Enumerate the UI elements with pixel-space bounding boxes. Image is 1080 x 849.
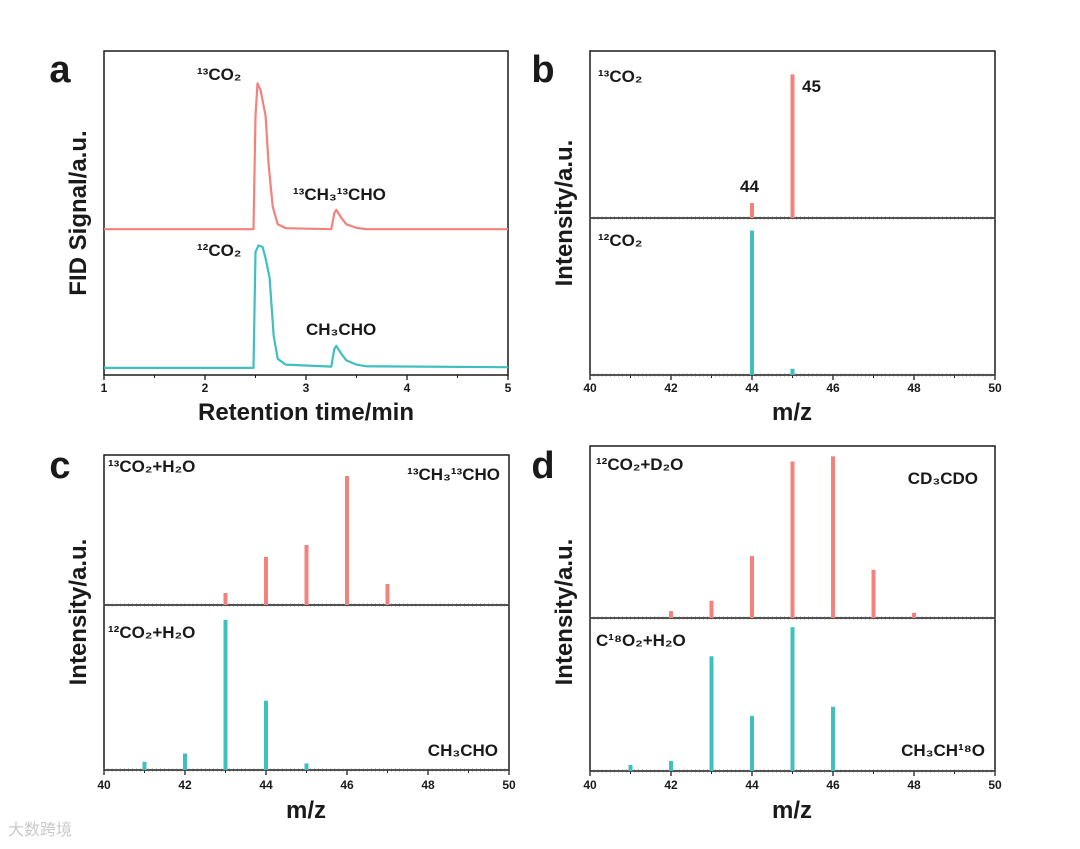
x-tick-label: 44 [745,778,759,792]
annotation-label: ¹²CO₂+H₂O [108,623,195,642]
bar-red-mz-48 [912,612,916,618]
plot-frame [103,454,510,771]
panel-letter-d: d [531,445,554,487]
annotation-label: CD₃CDO [908,469,978,488]
bar-red-mz-47 [871,569,876,618]
x-axis-label: m/z [286,797,326,824]
panel-letter-a: a [49,49,71,91]
annotation-label: ¹³CO₂+H₂O [108,457,195,476]
annotation-label: ¹²CO₂+D₂O [596,455,683,474]
x-tick-label: 42 [664,381,678,395]
x-tick-label: 44 [745,381,759,395]
bar-red-mz-44 [264,557,268,605]
bar-teal-mz-46 [831,706,835,771]
series-line-red [104,82,508,231]
annotation-label: 45 [802,77,821,96]
x-tick-label: 40 [583,381,597,395]
y-axis-label: Intensity/a.u. [65,539,92,686]
annotation-label: 44 [740,177,759,196]
x-tick-label: 40 [97,778,111,792]
annotation-label: CH₃CHO [306,320,376,339]
bar-teal-mz-45 [304,763,309,770]
x-tick-label: 42 [664,778,678,792]
x-tick-label: 42 [178,778,192,792]
annotation-label: ¹²CO₂ [598,231,642,250]
annotation-label: CH₃CH¹⁸O [901,741,985,760]
annotation-label: ¹³CO₂ [197,65,241,84]
bar-teal-mz-43 [709,656,714,771]
bar-teal-mz-44 [750,230,754,375]
bar-red-mz-45 [790,461,795,618]
annotation-label: ¹²CO₂ [197,241,241,260]
y-axis-label: Intensity/a.u. [551,539,578,686]
bar-red-mz-44 [750,202,754,218]
x-tick-label: 50 [988,778,1002,792]
x-tick-label: 1 [101,381,108,395]
watermark: 大数跨境 [8,820,73,839]
x-tick-label: 48 [907,381,921,395]
bar-red-mz-46 [345,476,349,605]
x-tick-label: 50 [988,381,1002,395]
x-axis-label: Retention time/min [198,399,414,426]
x-axis-label: m/z [772,399,812,426]
bar-red-mz-45 [304,545,309,605]
bar-teal-mz-41 [142,761,147,770]
panel-letter-b: b [531,49,554,91]
bar-red-mz-43 [223,593,228,605]
x-tick-label: 40 [583,778,597,792]
bar-teal-mz-42 [669,761,673,771]
x-tick-label: 50 [502,778,516,792]
x-tick-label: 48 [421,778,435,792]
bar-red-mz-47 [385,584,390,605]
series-line-teal [104,244,509,369]
bar-red-mz-44 [750,556,754,618]
bar-red-mz-43 [709,600,714,618]
annotation-label: CH₃CHO [428,741,498,760]
x-tick-label: 44 [259,778,273,792]
y-axis-label: Intensity/a.u. [551,140,578,287]
x-tick-label: 46 [826,381,840,395]
bar-red-mz-42 [669,611,673,618]
annotation-label: ¹³CO₂ [598,67,642,86]
annotation-label: ¹³CH₃¹³CHO [293,185,386,204]
x-tick-label: 3 [303,381,310,395]
bar-teal-mz-43 [223,619,228,770]
bar-red-mz-46 [831,456,835,618]
x-axis-label: m/z [772,797,812,824]
x-tick-label: 5 [505,381,512,395]
x-tick-label: 48 [907,778,921,792]
bar-teal-mz-44 [750,715,754,771]
bar-teal-mz-45 [790,368,795,375]
bar-teal-mz-44 [264,700,268,770]
bar-teal-mz-42 [183,753,187,770]
bar-teal-mz-45 [790,627,795,771]
bar-red-mz-45 [790,74,795,218]
x-tick-label: 2 [202,381,209,395]
y-axis-label: FID Signal/a.u. [65,130,92,295]
annotation-label: ¹³CH₃¹³CHO [407,465,500,484]
panel-letter-c: c [49,445,70,487]
x-tick-label: 46 [826,778,840,792]
bar-teal-mz-41 [628,764,633,771]
x-tick-label: 4 [404,381,411,395]
annotation-label: C¹⁸O₂+H₂O [596,631,686,650]
x-tick-label: 46 [340,778,354,792]
